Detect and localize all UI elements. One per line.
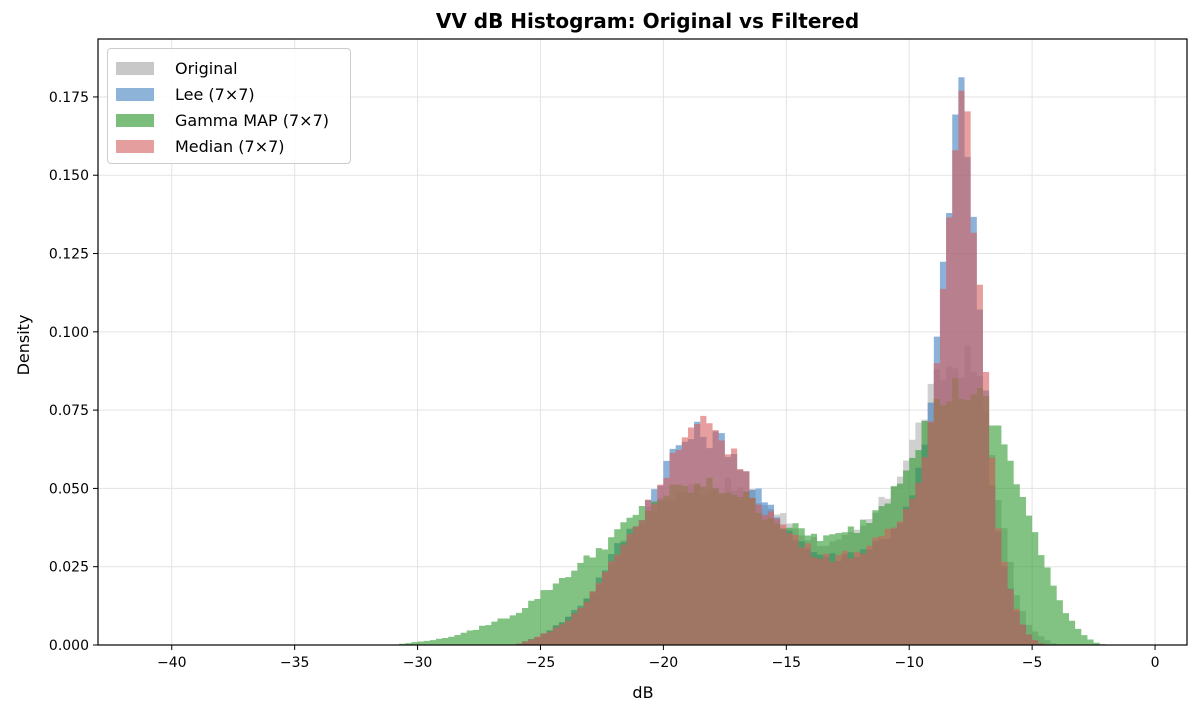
axes-frame bbox=[97, 38, 1188, 646]
legend-label: Median (7×7) bbox=[175, 136, 285, 156]
legend-item-median: Median (7×7) bbox=[116, 133, 350, 159]
x-tick-label: −20 bbox=[649, 655, 679, 671]
legend-label: Gamma MAP (7×7) bbox=[175, 110, 329, 130]
legend-swatch-lee bbox=[116, 87, 154, 101]
legend-label: Lee (7×7) bbox=[175, 84, 255, 104]
y-axis-ticks: 0.000 0.025 0.050 0.075 0.100 0.125 0.150 0.175 bbox=[49, 90, 98, 654]
y-tick-label: 0.100 bbox=[49, 325, 89, 341]
x-tick-label: −35 bbox=[280, 655, 310, 671]
x-tick-label: −40 bbox=[157, 655, 187, 671]
legend-swatch-median bbox=[116, 139, 154, 153]
legend-item-lee: Lee (7×7) bbox=[116, 81, 350, 107]
chart-title: VV dB Histogram: Original vs Filtered bbox=[435, 9, 860, 33]
legend-item-original: Original bbox=[116, 55, 350, 81]
histogram-series bbox=[392, 77, 1106, 646]
x-tick-label: −30 bbox=[403, 655, 433, 671]
x-tick-label: −5 bbox=[1022, 655, 1043, 671]
y-tick-label: 0.050 bbox=[49, 481, 89, 497]
y-tick-label: 0.150 bbox=[49, 168, 89, 184]
x-tick-label: −10 bbox=[894, 655, 924, 671]
x-tick-label: −15 bbox=[772, 655, 802, 671]
x-tick-label: −25 bbox=[526, 655, 556, 671]
legend-swatch-original bbox=[116, 61, 154, 75]
x-axis-ticks: −40 −35 −30 −25 −20 −15 −10 −5 0 bbox=[157, 645, 1160, 671]
histogram-median bbox=[515, 90, 1045, 646]
x-axis-label: dB bbox=[632, 683, 653, 702]
y-tick-label: 0.075 bbox=[49, 403, 89, 419]
x-tick-label: 0 bbox=[1151, 655, 1160, 671]
y-axis-label: Density bbox=[14, 315, 33, 376]
legend-label: Original bbox=[175, 58, 238, 78]
legend: Original Lee (7×7) Gamma MAP (7×7) Media… bbox=[107, 48, 351, 164]
y-tick-label: 0.000 bbox=[49, 638, 89, 654]
y-tick-label: 0.125 bbox=[49, 247, 89, 263]
y-tick-label: 0.025 bbox=[49, 560, 89, 576]
y-tick-label: 0.175 bbox=[49, 90, 89, 106]
legend-item-gamma-map: Gamma MAP (7×7) bbox=[116, 107, 350, 133]
legend-swatch-gamma-map bbox=[116, 113, 154, 127]
